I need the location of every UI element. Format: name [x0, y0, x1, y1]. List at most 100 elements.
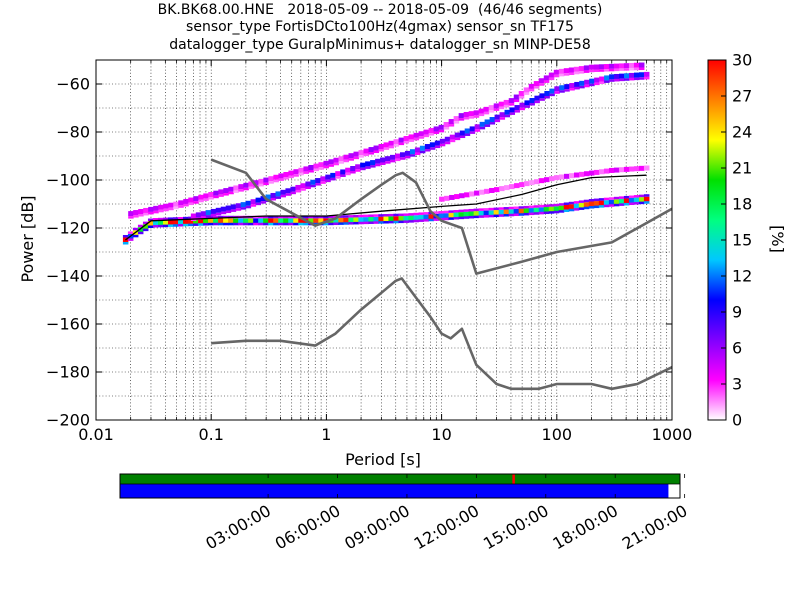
- density-cell: [594, 82, 600, 86]
- density-cell: [423, 214, 430, 220]
- density-cell: [143, 207, 149, 213]
- density-cell: [494, 119, 501, 123]
- density-cell: [152, 218, 159, 221]
- density-cell: [533, 86, 540, 89]
- density-cell: [243, 218, 249, 224]
- density-cell: [588, 170, 595, 176]
- density-cell: [215, 212, 222, 216]
- density-cell: [213, 195, 219, 199]
- density-cell: [128, 216, 134, 219]
- density-cell: [147, 218, 154, 222]
- density-cell: [624, 78, 630, 81]
- y-axis: −60 −80 −100 −120 −140 −160 −180 −200: [46, 75, 672, 430]
- density-cell: [434, 140, 441, 146]
- density-cell: [353, 221, 359, 225]
- density-cell: [519, 107, 525, 111]
- density-cell: [633, 77, 640, 81]
- density-cell: [633, 72, 640, 78]
- density-cell: [183, 219, 189, 225]
- density-cell: [328, 222, 334, 226]
- density-cell: [638, 77, 645, 80]
- density-cell: [270, 197, 277, 201]
- density-cell: [608, 204, 615, 207]
- density-cell: [178, 205, 184, 208]
- density-cell: [213, 222, 219, 226]
- density-cell: [368, 221, 374, 224]
- density-cell: [548, 204, 555, 207]
- density-cell: [584, 79, 590, 85]
- density-cell: [205, 215, 212, 218]
- density-cell: [218, 218, 224, 224]
- density-cell: [588, 206, 595, 209]
- y-tick-label: −120: [46, 219, 90, 238]
- density-cell: [233, 218, 239, 224]
- density-cell: [619, 73, 625, 79]
- density-cell: [268, 218, 274, 224]
- density-band: [439, 165, 650, 202]
- density-cell: [398, 142, 405, 146]
- density-cell: [513, 94, 520, 100]
- density-cell: [588, 199, 595, 202]
- density-cell: [443, 210, 450, 214]
- time-tick-label: 09:00:00: [341, 501, 413, 553]
- density-cell: [358, 221, 364, 225]
- density-cell: [483, 210, 490, 216]
- density-cell: [438, 213, 445, 219]
- density-cell: [137, 224, 144, 228]
- density-cell: [303, 222, 309, 226]
- density-cell: [508, 209, 515, 215]
- colorbar-label: [%]: [768, 225, 787, 253]
- density-cell: [320, 176, 326, 182]
- density-cell: [408, 134, 415, 140]
- density-cell: [240, 202, 247, 208]
- density-cell: [569, 83, 575, 89]
- density-cell: [278, 218, 284, 224]
- density-cell: [193, 218, 199, 224]
- density-cell: [220, 211, 227, 215]
- density-cell: [238, 222, 244, 226]
- density-cell: [473, 110, 480, 116]
- density-cell: [423, 134, 430, 138]
- density-cell: [338, 217, 344, 223]
- density-cell: [589, 78, 595, 84]
- density-cell: [478, 108, 485, 114]
- density-cell: [223, 193, 229, 196]
- density-cell: [358, 155, 365, 158]
- density-cell: [553, 203, 560, 207]
- density-cell: [235, 208, 242, 211]
- density-cell: [524, 105, 530, 108]
- density-cell: [549, 93, 555, 97]
- density-cell: [225, 205, 232, 211]
- density-cell: [413, 132, 420, 138]
- density-cell: [449, 139, 456, 143]
- density-cell: [195, 212, 202, 218]
- density-cell: [518, 206, 525, 209]
- density-cell: [613, 203, 620, 207]
- density-cell: [178, 219, 184, 225]
- density-cell: [513, 206, 520, 210]
- density-cell: [248, 181, 254, 187]
- density-cell: [558, 68, 565, 74]
- density-cell: [553, 210, 560, 214]
- density-cell: [355, 164, 361, 170]
- density-cell: [288, 215, 294, 219]
- density-cell: [225, 210, 232, 214]
- y-tick-label: −60: [56, 75, 90, 94]
- density-cell: [280, 189, 286, 195]
- density-cell: [233, 185, 239, 191]
- density-cell: [593, 64, 600, 70]
- density-cell: [453, 209, 460, 213]
- density-cell: [403, 220, 409, 223]
- density-cell: [290, 186, 296, 192]
- density-cell: [588, 64, 595, 70]
- density-cell: [599, 76, 605, 82]
- density-cell: [569, 88, 575, 91]
- density-cell: [333, 222, 339, 226]
- density-cell: [350, 171, 356, 174]
- density-cell: [348, 153, 355, 159]
- density-cell: [188, 197, 194, 203]
- density-cell: [380, 157, 386, 163]
- density-cell: [553, 206, 560, 212]
- density-cell: [458, 212, 465, 218]
- density-cell: [528, 208, 535, 214]
